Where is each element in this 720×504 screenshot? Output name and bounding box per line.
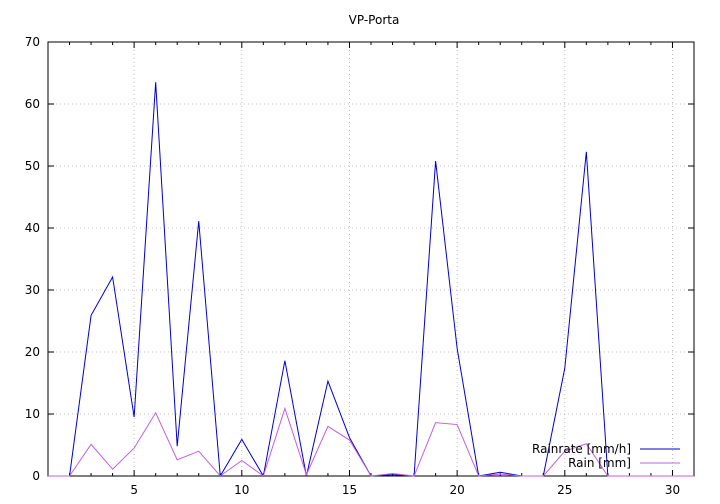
x-tick-label: 20	[449, 483, 464, 497]
plot-frame	[47, 41, 695, 477]
y-tick-label: 40	[25, 221, 40, 235]
series-line-0	[48, 82, 694, 478]
tick-labels: 5 10 15 20 25 30 0 10 20 30 40 50 60 70	[25, 35, 680, 497]
y-tick-label: 50	[25, 159, 40, 173]
y-tick-label: 10	[25, 407, 40, 421]
series-lines	[48, 82, 694, 478]
y-tick-label: 70	[25, 35, 40, 49]
x-tick-label: 5	[130, 483, 138, 497]
chart-title: VP-Porta	[349, 13, 400, 27]
y-tick-label: 20	[25, 345, 40, 359]
x-tick-label: 30	[665, 483, 680, 497]
series-line-1	[48, 406, 694, 477]
y-tick-label: 30	[25, 283, 40, 297]
y-tick-label: 0	[32, 469, 40, 483]
x-tick-label: 15	[342, 483, 357, 497]
legend-label-0: Rainrate [mm/h]	[532, 442, 631, 456]
x-tick-label: 10	[234, 483, 249, 497]
axes	[47, 41, 695, 477]
legend: Rainrate [mm/h]Rain [mm]	[532, 442, 680, 470]
legend-label-1: Rain [mm]	[568, 456, 631, 470]
grid	[48, 42, 694, 476]
x-tick-label: 25	[557, 483, 572, 497]
y-tick-label: 60	[25, 97, 40, 111]
